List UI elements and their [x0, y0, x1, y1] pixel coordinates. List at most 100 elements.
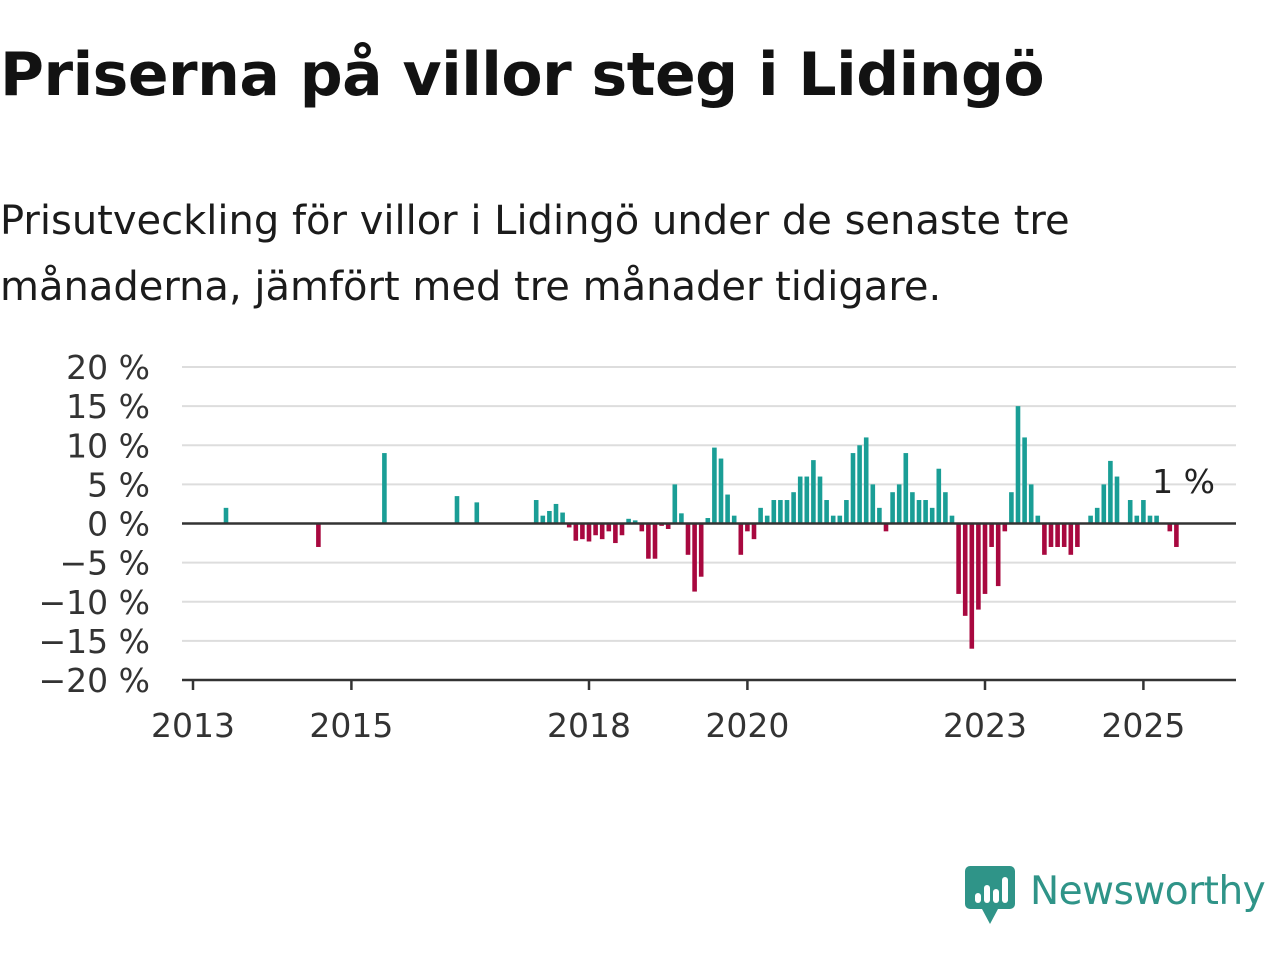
bar: [923, 500, 928, 524]
x-tick-label: 2018: [547, 706, 631, 745]
bar: [870, 484, 876, 524]
bar: [1055, 523, 1060, 547]
bar: [778, 500, 783, 524]
bar: [883, 523, 889, 532]
bar: [850, 453, 856, 524]
bars: [223, 406, 1179, 649]
bar: [1154, 515, 1159, 524]
bar: [1002, 523, 1008, 532]
page-title: Priserna på villor steg i Lidingö: [0, 40, 1045, 110]
bar: [223, 507, 229, 524]
bar: [811, 460, 816, 524]
x-tick-label: 2023: [943, 706, 1027, 745]
bar: [962, 523, 968, 616]
bar: [698, 523, 704, 577]
bar: [903, 453, 909, 524]
bar: [857, 445, 862, 524]
bar: [705, 518, 711, 524]
bar: [844, 500, 849, 524]
bar: [804, 476, 810, 524]
bar: [837, 515, 843, 524]
bar: [1028, 484, 1034, 524]
x-tick-label: 2013: [151, 706, 235, 745]
x-tick-label: 2020: [705, 706, 789, 745]
bar: [573, 523, 579, 541]
bar: [454, 496, 460, 524]
bar: [758, 507, 763, 524]
bar: [1127, 500, 1133, 524]
bar: [560, 512, 565, 524]
bar: [646, 523, 651, 559]
bar: [982, 523, 988, 594]
y-tick-label: 5 %: [87, 465, 150, 504]
bar: [1094, 507, 1100, 524]
bar: [830, 515, 836, 524]
bar: [1035, 515, 1041, 524]
y-tick-label: −20 %: [39, 661, 151, 700]
bar: [652, 523, 658, 559]
bar: [916, 500, 922, 524]
bar: [1068, 523, 1074, 555]
y-tick-label: −15 %: [39, 622, 151, 661]
bar: [863, 437, 869, 524]
y-tick-label: 10 %: [66, 426, 150, 465]
bar: [606, 523, 612, 532]
bar: [679, 513, 684, 524]
y-tick-label: −5 %: [60, 544, 151, 583]
bar: [665, 523, 671, 529]
bar: [817, 476, 823, 524]
brand-name: Newsworthy: [1030, 868, 1266, 914]
bar: [1088, 515, 1093, 524]
bar: [1114, 476, 1120, 524]
bar: [896, 484, 902, 524]
bar: [1048, 523, 1054, 547]
bar: [533, 500, 539, 524]
bar: [791, 492, 796, 524]
bar: [890, 492, 895, 524]
bar: [712, 447, 717, 524]
bar: [1042, 523, 1047, 555]
bar: [989, 523, 994, 547]
bar-chart: 20 %15 %10 %5 %0 %−5 %−10 %−15 %−20 % 20…: [39, 348, 1236, 745]
bar: [685, 523, 691, 555]
bar: [745, 523, 750, 532]
bar: [943, 492, 948, 524]
bar: [586, 523, 592, 542]
x-tick-label: 2015: [309, 706, 393, 745]
bar: [1009, 492, 1014, 524]
bar: [1108, 460, 1113, 524]
y-tick-label: −10 %: [39, 583, 151, 622]
bar: [316, 523, 321, 547]
y-tick-label: 0 %: [87, 505, 150, 544]
bar: [580, 523, 585, 540]
bar: [949, 515, 955, 524]
bar: [672, 484, 678, 524]
bar: [382, 453, 387, 524]
bar: [797, 476, 803, 524]
bar: [771, 500, 777, 524]
bar: [547, 510, 552, 524]
bar: [613, 523, 618, 544]
bar: [474, 502, 480, 524]
bar: [738, 523, 744, 555]
page-subtitle: Prisutveckling för villor i Lidingö unde…: [0, 198, 1070, 310]
bar: [1174, 523, 1179, 547]
bar: [929, 507, 935, 524]
bar: [1061, 523, 1067, 547]
bar: [626, 518, 631, 524]
bar: [751, 523, 757, 540]
bar: [639, 523, 645, 532]
x-axis: 2013 2015 2018 2020 2023 2025: [151, 522, 1236, 745]
bar: [764, 515, 770, 524]
bar: [969, 523, 975, 649]
bar: [1167, 523, 1173, 532]
bar: [599, 523, 605, 540]
bar: [936, 468, 942, 524]
bar: [619, 523, 625, 536]
bar: [540, 515, 546, 524]
bar: [1022, 437, 1027, 524]
bar: [553, 503, 559, 524]
x-tick-label: 2025: [1101, 706, 1185, 745]
newsworthy-logo-icon: [965, 866, 1015, 924]
bar: [1147, 515, 1153, 524]
